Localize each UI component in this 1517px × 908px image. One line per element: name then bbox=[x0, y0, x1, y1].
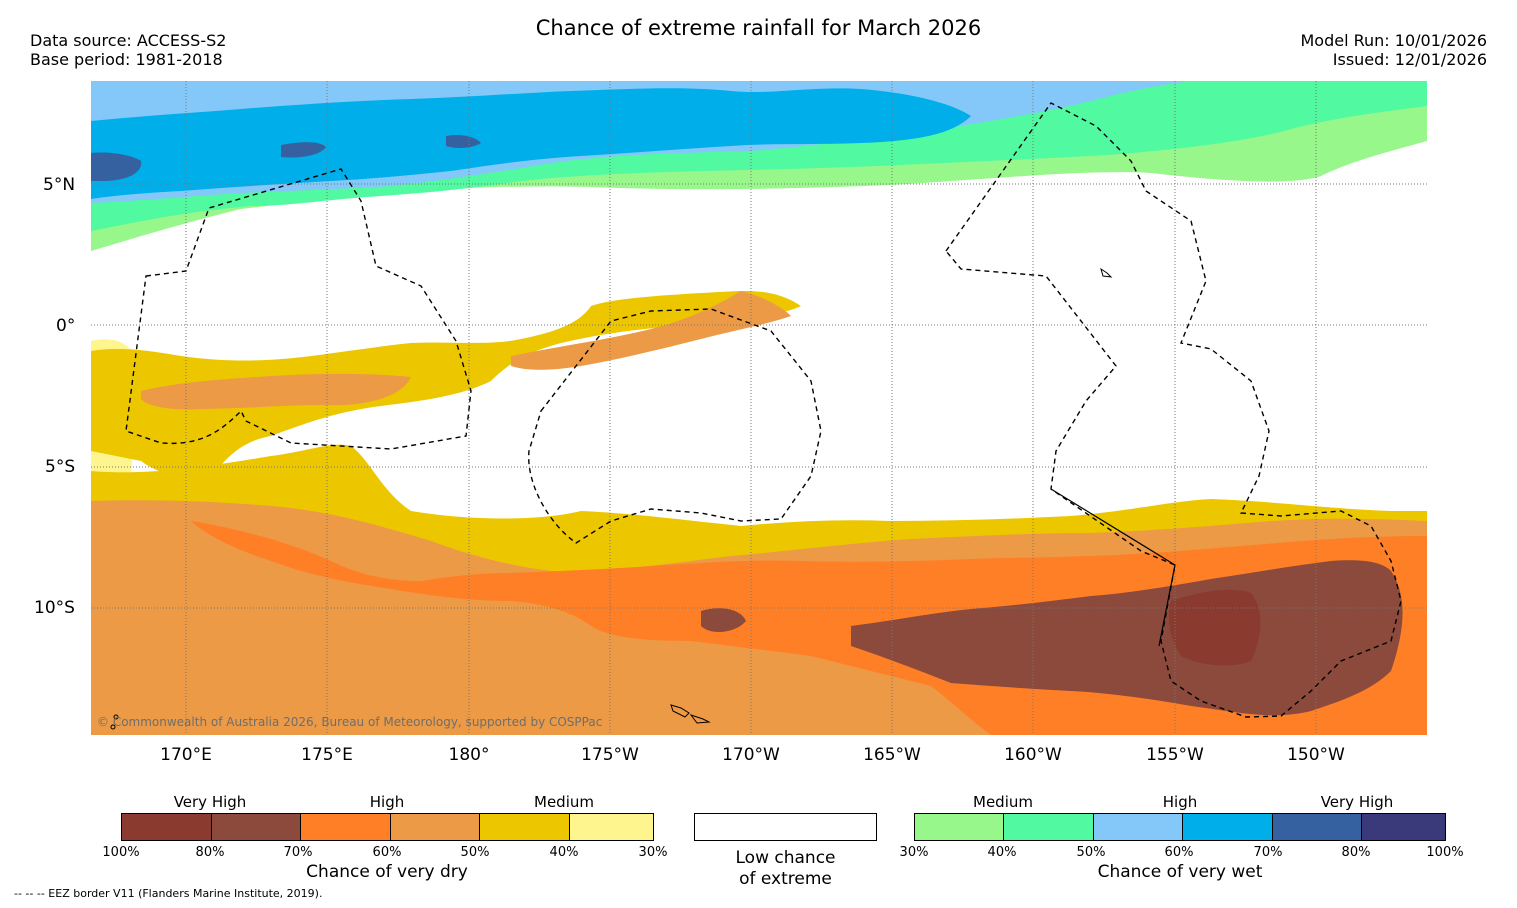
wet-tick-100: 100% bbox=[1426, 845, 1464, 860]
wet-tick-40: 40% bbox=[987, 845, 1017, 860]
dry-category-high: High bbox=[369, 793, 405, 811]
lon-label-150w: 150°W bbox=[1287, 745, 1345, 765]
lat-label-10s: 10°S bbox=[34, 598, 75, 618]
dry-tick-30: 30% bbox=[638, 845, 668, 860]
rainfall-map: © Commonwealth of Australia 2026, Bureau… bbox=[91, 81, 1427, 735]
issued-date-label: Issued: 12/01/2026 bbox=[1332, 50, 1487, 69]
neutral-swatch bbox=[694, 813, 877, 841]
lon-label-155w: 155°W bbox=[1146, 745, 1204, 765]
dry-tick-40: 40% bbox=[549, 845, 579, 860]
wet-category-medium: Medium bbox=[973, 793, 1033, 811]
dry-colorbar bbox=[121, 813, 654, 841]
dry-swatch-2 bbox=[211, 814, 300, 840]
lat-label-0: 0° bbox=[56, 316, 76, 336]
islands bbox=[110, 267, 1113, 730]
wet-extreme-region bbox=[91, 134, 481, 181]
dry-tick-70: 70% bbox=[283, 845, 313, 860]
wet-category-very-high: Very High bbox=[1320, 793, 1394, 811]
lon-label-165w: 165°W bbox=[863, 745, 921, 765]
dry-legend-caption: Chance of very dry bbox=[306, 862, 468, 882]
lat-label-5n: 5°N bbox=[43, 175, 76, 195]
dry-tick-100: 100% bbox=[102, 845, 140, 860]
wet-swatch-6 bbox=[1361, 814, 1445, 840]
wet-colorbar bbox=[914, 813, 1446, 841]
dry-tick-60: 60% bbox=[372, 845, 402, 860]
lon-label-180: 180° bbox=[448, 745, 490, 765]
wet-tick-50: 50% bbox=[1076, 845, 1106, 860]
lat-label-5s: 5°S bbox=[45, 457, 76, 477]
dry-tick-80: 80% bbox=[195, 845, 225, 860]
wet-tick-30: 30% bbox=[899, 845, 929, 860]
eez-borders bbox=[125, 102, 1402, 718]
wet-swatch-4 bbox=[1182, 814, 1272, 840]
wet-swatch-3 bbox=[1093, 814, 1182, 840]
dry-swatch-5 bbox=[479, 814, 569, 840]
neutral-caption-line1: Low chance bbox=[735, 848, 836, 868]
neutral-caption-line2: of extreme bbox=[739, 869, 832, 889]
lon-label-160w: 160°W bbox=[1004, 745, 1062, 765]
dry-tick-50: 50% bbox=[460, 845, 490, 860]
wet-tick-60: 60% bbox=[1164, 845, 1194, 860]
dry-swatch-4 bbox=[390, 814, 479, 840]
wet-swatch-5 bbox=[1272, 814, 1361, 840]
wet-tick-80: 80% bbox=[1341, 845, 1371, 860]
copyright-notice: © Commonwealth of Australia 2026, Bureau… bbox=[97, 715, 603, 729]
wet-legend-caption: Chance of very wet bbox=[1097, 862, 1263, 882]
lon-label-175w: 175°W bbox=[581, 745, 639, 765]
lon-label-170w: 170°W bbox=[722, 745, 780, 765]
wet-swatch-2 bbox=[1003, 814, 1093, 840]
dry-swatch-3 bbox=[300, 814, 390, 840]
eez-border-note: -- -- -- EEZ border V11 (Flanders Marine… bbox=[14, 887, 323, 900]
dry-swatch-6 bbox=[569, 814, 653, 840]
dry-category-medium: Medium bbox=[534, 793, 594, 811]
wet-category-high: High bbox=[1162, 793, 1198, 811]
lon-label-170e: 170°E bbox=[160, 745, 212, 765]
wet-very-high-region bbox=[91, 88, 971, 199]
wet-swatch-1 bbox=[915, 814, 1003, 840]
data-source-label: Data source: ACCESS-S2 bbox=[30, 31, 227, 50]
model-run-label: Model Run: 10/01/2026 bbox=[1300, 31, 1488, 50]
dry-category-very-high: Very High bbox=[173, 793, 247, 811]
dry-swatch-1 bbox=[122, 814, 211, 840]
wet-tick-70: 70% bbox=[1253, 845, 1283, 860]
solid-boundary-line bbox=[1050, 488, 1176, 647]
base-period-label: Base period: 1981-2018 bbox=[30, 50, 223, 69]
map-title: Chance of extreme rainfall for March 202… bbox=[535, 16, 982, 40]
dry-extreme-region bbox=[1169, 589, 1261, 666]
lon-label-175e: 175°E bbox=[301, 745, 353, 765]
rainfall-map-svg bbox=[91, 81, 1427, 735]
